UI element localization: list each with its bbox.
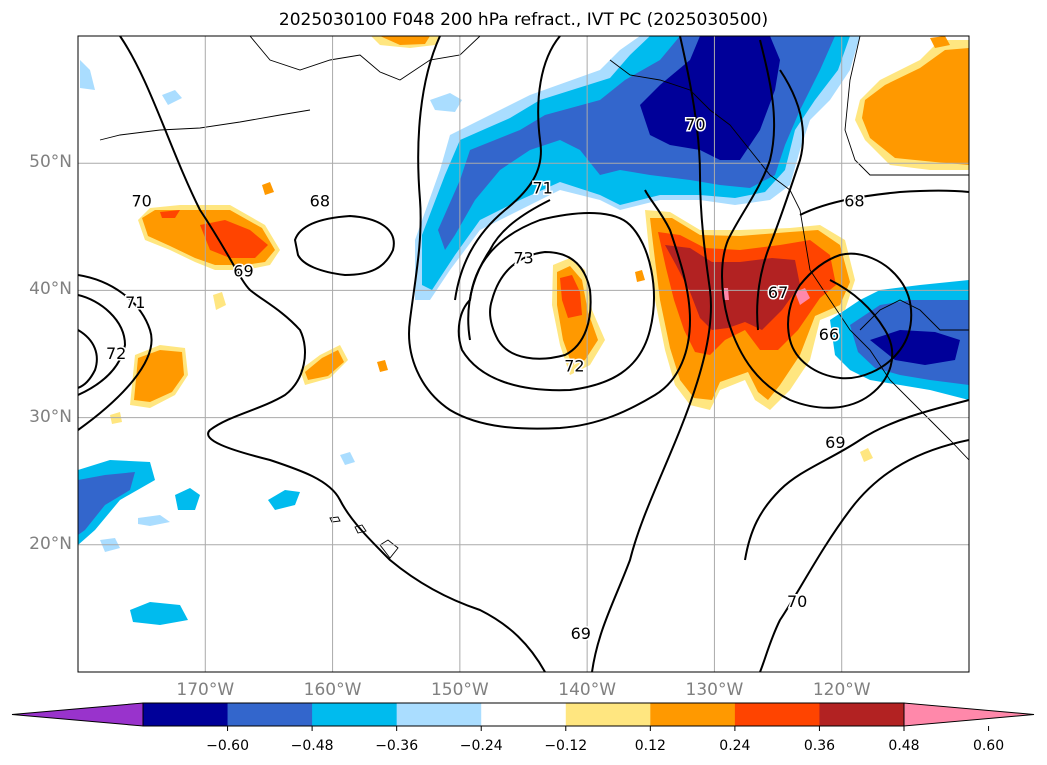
colorbar xyxy=(11,702,1035,731)
colorbar-segment xyxy=(227,703,313,726)
contour-label: 69 xyxy=(571,624,591,643)
latitude-label: 50°N xyxy=(29,152,72,173)
colorbar-extension-high xyxy=(903,702,1035,727)
contour-label: 72 xyxy=(564,357,584,376)
contour-label: 67 xyxy=(768,283,788,302)
contour-label: 69 xyxy=(825,433,845,452)
colorbar-tick-label: −0.60 xyxy=(206,738,249,754)
contour-label: 70 xyxy=(685,115,705,134)
longitude-label: 140°W xyxy=(558,680,617,700)
longitude-label: 150°W xyxy=(430,680,489,700)
colorbar-segment xyxy=(565,703,651,726)
map-title: 2025030100 F048 200 hPa refract., IVT PC… xyxy=(278,10,769,30)
contour-lines xyxy=(78,36,969,672)
positive-region-main-peak xyxy=(795,288,810,305)
colorbar-tick-label: 0.12 xyxy=(634,738,666,754)
contour-label: 66 xyxy=(819,325,839,344)
colorbar-tick-label: 0.48 xyxy=(888,738,920,754)
colorbar-frame xyxy=(142,702,905,727)
colorbar-segment xyxy=(396,703,482,726)
colorbar-segment xyxy=(734,703,820,726)
colorbar-segment xyxy=(143,703,229,726)
shaded-field xyxy=(78,36,969,625)
contour-label: 70 xyxy=(131,191,151,210)
map-frame xyxy=(77,35,970,673)
longitude-label: 120°W xyxy=(812,680,871,700)
colorbar-extension-low xyxy=(11,702,144,727)
contour-label: 70 xyxy=(787,592,807,611)
graticule xyxy=(78,36,969,672)
contour-label: 73 xyxy=(513,249,533,268)
longitude-label: 170°W xyxy=(176,680,235,700)
contour-label: 68 xyxy=(844,191,864,210)
colorbar-tick-label: −0.12 xyxy=(544,738,588,754)
colorbar-tick-label: −0.48 xyxy=(290,738,334,754)
colorbar-segment xyxy=(819,703,905,726)
latitude-label: 30°N xyxy=(29,406,72,427)
contour-label: 71 xyxy=(532,179,552,198)
contour-label: 72 xyxy=(106,344,126,363)
contour-label: 69 xyxy=(233,261,253,280)
contour-label: 71 xyxy=(125,293,145,312)
colorbar-segment xyxy=(481,703,567,726)
longitude-label: 130°W xyxy=(685,680,744,700)
contour-labels: 70 69 68 71 72 71 73 72 70 68 67 66 69 70 69 xyxy=(105,114,867,645)
colorbar-segment xyxy=(650,703,736,726)
longitude-label: 160°W xyxy=(303,680,362,700)
coastlines xyxy=(99,36,969,559)
negative-region-southwest-dark xyxy=(78,472,135,535)
colorbar-tick-label: −0.36 xyxy=(375,738,419,754)
colorbar-tick-label: 0.36 xyxy=(803,738,836,754)
contour-label: 68 xyxy=(310,191,330,210)
positive-region-main-core xyxy=(665,245,800,330)
latitude-label: 40°N xyxy=(29,279,72,300)
colorbar-tick-label: 0.24 xyxy=(719,738,751,754)
colorbar-tick-label: −0.24 xyxy=(459,738,503,754)
colorbar-segment xyxy=(312,703,398,726)
negative-region-north-core xyxy=(640,36,780,160)
latitude-label: 20°N xyxy=(29,533,72,554)
colorbar-tick-label: 0.60 xyxy=(972,738,1005,754)
